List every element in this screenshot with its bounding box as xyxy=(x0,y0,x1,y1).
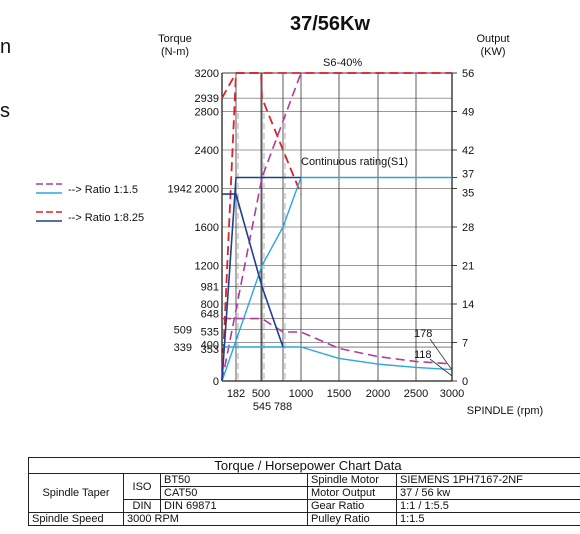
table-caption: Torque / Horsepower Chart Data xyxy=(28,457,580,474)
spec-table: Torque / Horsepower Chart Data Spindle T… xyxy=(28,457,580,526)
y-left-tick-800: 800 xyxy=(201,299,219,311)
annotation-118: 118 xyxy=(414,349,432,361)
series-line-4 xyxy=(221,72,452,382)
y-left-tick-648: 648 xyxy=(201,309,219,321)
x-tick-500: 500 xyxy=(252,388,270,400)
y-right-tick-42: 42 xyxy=(462,145,474,157)
x-tick-2500: 2500 xyxy=(404,388,428,400)
leader-118 xyxy=(429,358,453,377)
cropped-text-top: n xyxy=(0,36,12,58)
y-right-tick-56: 56 xyxy=(462,68,474,80)
y-left-outer-tick-339: 339 xyxy=(174,342,192,354)
x-tick-lower-788: 788 xyxy=(274,401,292,413)
y-left-outer-tick-509: 509 xyxy=(174,325,192,337)
y-left-outer-tick-1942: 1942 xyxy=(168,184,192,196)
iso-label: ISO xyxy=(123,473,161,500)
y-left-tick-1600: 1600 xyxy=(195,222,219,234)
pulley-ratio-label: Pulley Ratio xyxy=(307,512,397,526)
motor-output-label: Motor Output xyxy=(307,486,397,500)
y-right-tick-14: 14 xyxy=(462,299,474,311)
y-right-tick-28: 28 xyxy=(462,222,474,234)
y-left-tick-353: 353 xyxy=(201,344,219,356)
x-tick-2000: 2000 xyxy=(366,388,390,400)
bt50-value: BT50 xyxy=(160,473,308,487)
y-left-title-line1: Torque xyxy=(158,33,192,45)
series-lines xyxy=(221,72,453,382)
spindle-motor-value: SIEMENS 1PH7167-2NF xyxy=(396,473,580,487)
reference-lines xyxy=(237,113,286,381)
x-axis-title: SPINDLE (rpm) xyxy=(467,405,543,417)
series-line-8 xyxy=(221,176,301,382)
cat50-value: CAT50 xyxy=(160,486,308,500)
y-left-tick-535: 535 xyxy=(201,327,219,339)
cropped-text-mid: s xyxy=(0,100,10,122)
y-left-tick-0: 0 xyxy=(213,376,219,388)
legend-ratio2-label: --> Ratio 1:8.25 xyxy=(68,212,144,224)
y-right-title-line1: Output xyxy=(476,33,509,45)
annotation-s6: S6-40% xyxy=(323,57,362,69)
chart-title: 37/56Kw xyxy=(290,13,370,35)
torque-power-chart: 37/56Kw Torque (N-m) Output (KW) 3200 293… xyxy=(36,13,543,417)
spindle-speed-label: Spindle Speed xyxy=(28,512,124,526)
series-line-7 xyxy=(222,193,284,348)
y-left-title-line2: (N-m) xyxy=(161,46,189,58)
grid-lines xyxy=(221,72,457,382)
y-right-tick-37: 37 xyxy=(462,169,474,181)
tick-labels: 3200293928002400200016001200981800648535… xyxy=(168,68,475,413)
legend-ratio1-label: --> Ratio 1:1.5 xyxy=(68,184,138,196)
gear-ratio-label: Gear Ratio xyxy=(307,499,397,513)
series-line-5 xyxy=(221,176,452,382)
series-line-3 xyxy=(221,72,302,195)
spindle-speed-value: 3000 RPM xyxy=(123,512,308,526)
y-right-tick-21: 21 xyxy=(462,261,474,273)
din-label: DIN xyxy=(123,499,161,513)
annotation-s1: Continuous rating(S1) xyxy=(301,156,408,168)
leader-178 xyxy=(429,338,453,371)
y-left-tick-3200: 3200 xyxy=(195,68,219,80)
x-tick-lower-545: 545 xyxy=(253,401,271,413)
y-right-tick-35: 35 xyxy=(462,188,474,200)
x-tick-3000: 3000 xyxy=(440,388,464,400)
spindle-motor-label: Spindle Motor xyxy=(307,473,397,487)
x-tick-1500: 1500 xyxy=(327,388,351,400)
y-left-tick-2939: 2939 xyxy=(195,93,219,105)
annotation-178: 178 xyxy=(414,328,432,340)
series-line-1 xyxy=(222,317,453,365)
y-left-tick-2000: 2000 xyxy=(195,184,219,196)
y-left-tick-2800: 2800 xyxy=(195,107,219,119)
x-tick-1000: 1000 xyxy=(289,388,313,400)
pulley-ratio-value: 1:1.5 xyxy=(396,512,580,526)
series-line-6 xyxy=(222,346,453,371)
y-right-tick-0: 0 xyxy=(462,376,468,388)
y-left-tick-1200: 1200 xyxy=(195,261,219,273)
spindle-taper-label: Spindle Taper xyxy=(28,473,124,513)
y-right-tick-49: 49 xyxy=(462,107,474,119)
y-left-tick-400: 400 xyxy=(201,340,219,352)
y-right-tick-7: 7 xyxy=(462,338,468,350)
motor-output-value: 37 / 56 kw xyxy=(396,486,580,500)
y-right-title-line2: (KW) xyxy=(480,46,505,58)
y-left-tick-981: 981 xyxy=(201,282,219,294)
gear-ratio-value: 1:1 / 1:5.5 xyxy=(396,499,580,513)
y-left-tick-2400: 2400 xyxy=(195,145,219,157)
din-value: DIN 69871 xyxy=(160,499,308,513)
x-tick-182: 182 xyxy=(227,388,245,400)
